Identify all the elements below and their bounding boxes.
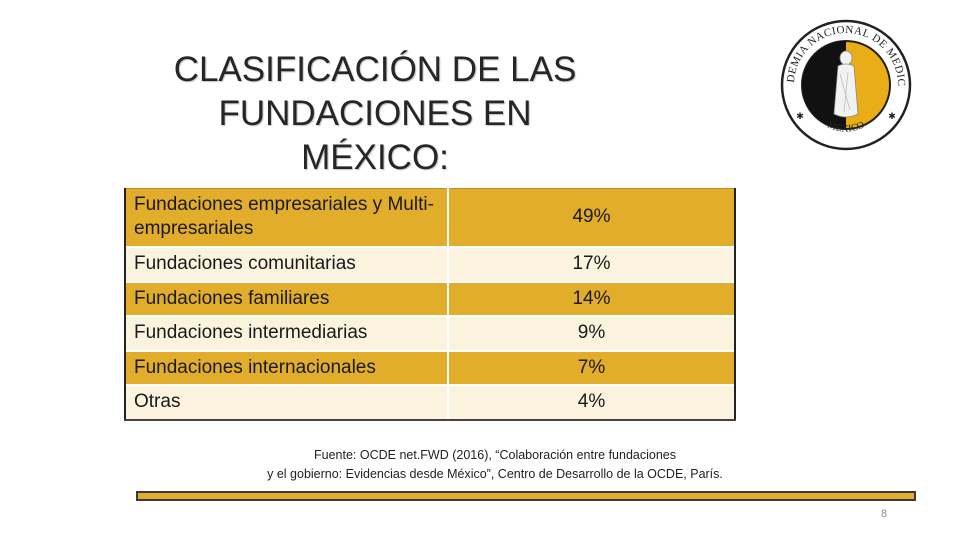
row-label: Fundaciones empresariales y Multi-empres… xyxy=(124,188,449,247)
table-row: Fundaciones internacionales 7% xyxy=(124,349,736,385)
logo-bottom-text: MÉXICO xyxy=(826,120,866,135)
row-label: Fundaciones intermediarias xyxy=(124,314,449,351)
logo-star-left-icon: ✱ xyxy=(796,111,804,121)
row-value: 9% xyxy=(447,314,736,351)
row-value: 17% xyxy=(447,245,736,282)
academia-logo: ACADEMIA NACIONAL DE MEDICINA MÉXICO ✱ ✱ xyxy=(776,18,912,151)
table-row: Fundaciones intermediarias 9% xyxy=(124,314,736,351)
row-label: Otras xyxy=(124,383,449,421)
row-value: 4% xyxy=(447,383,736,421)
source-citation: Fuente: OCDE net.FWD (2016), “Colaboraci… xyxy=(240,446,750,484)
source-line-1: Fuente: OCDE net.FWD (2016), “Colaboraci… xyxy=(314,448,676,462)
table-row: Fundaciones familiares 14% xyxy=(124,280,736,316)
table-row: Fundaciones comunitarias 17% xyxy=(124,245,736,282)
table-row: Fundaciones empresariales y Multi-empres… xyxy=(124,188,736,247)
page-number: 8 xyxy=(880,508,888,520)
row-value: 7% xyxy=(447,349,736,385)
foundations-table: Fundaciones empresariales y Multi-empres… xyxy=(124,188,736,421)
source-line-2: y el gobierno: Evidencias desde México”,… xyxy=(267,467,723,481)
row-value: 14% xyxy=(447,280,736,316)
logo-star-right-icon: ✱ xyxy=(888,111,896,121)
row-label: Fundaciones familiares xyxy=(124,280,449,316)
row-value: 49% xyxy=(447,188,736,247)
row-label: Fundaciones comunitarias xyxy=(124,245,449,282)
table-row: Otras 4% xyxy=(124,383,736,421)
footer-bar xyxy=(136,491,916,501)
slide-title: CLASIFICACIÓN DE LAS FUNDACIONES EN MÉXI… xyxy=(173,50,577,177)
row-label: Fundaciones internacionales xyxy=(124,349,449,385)
